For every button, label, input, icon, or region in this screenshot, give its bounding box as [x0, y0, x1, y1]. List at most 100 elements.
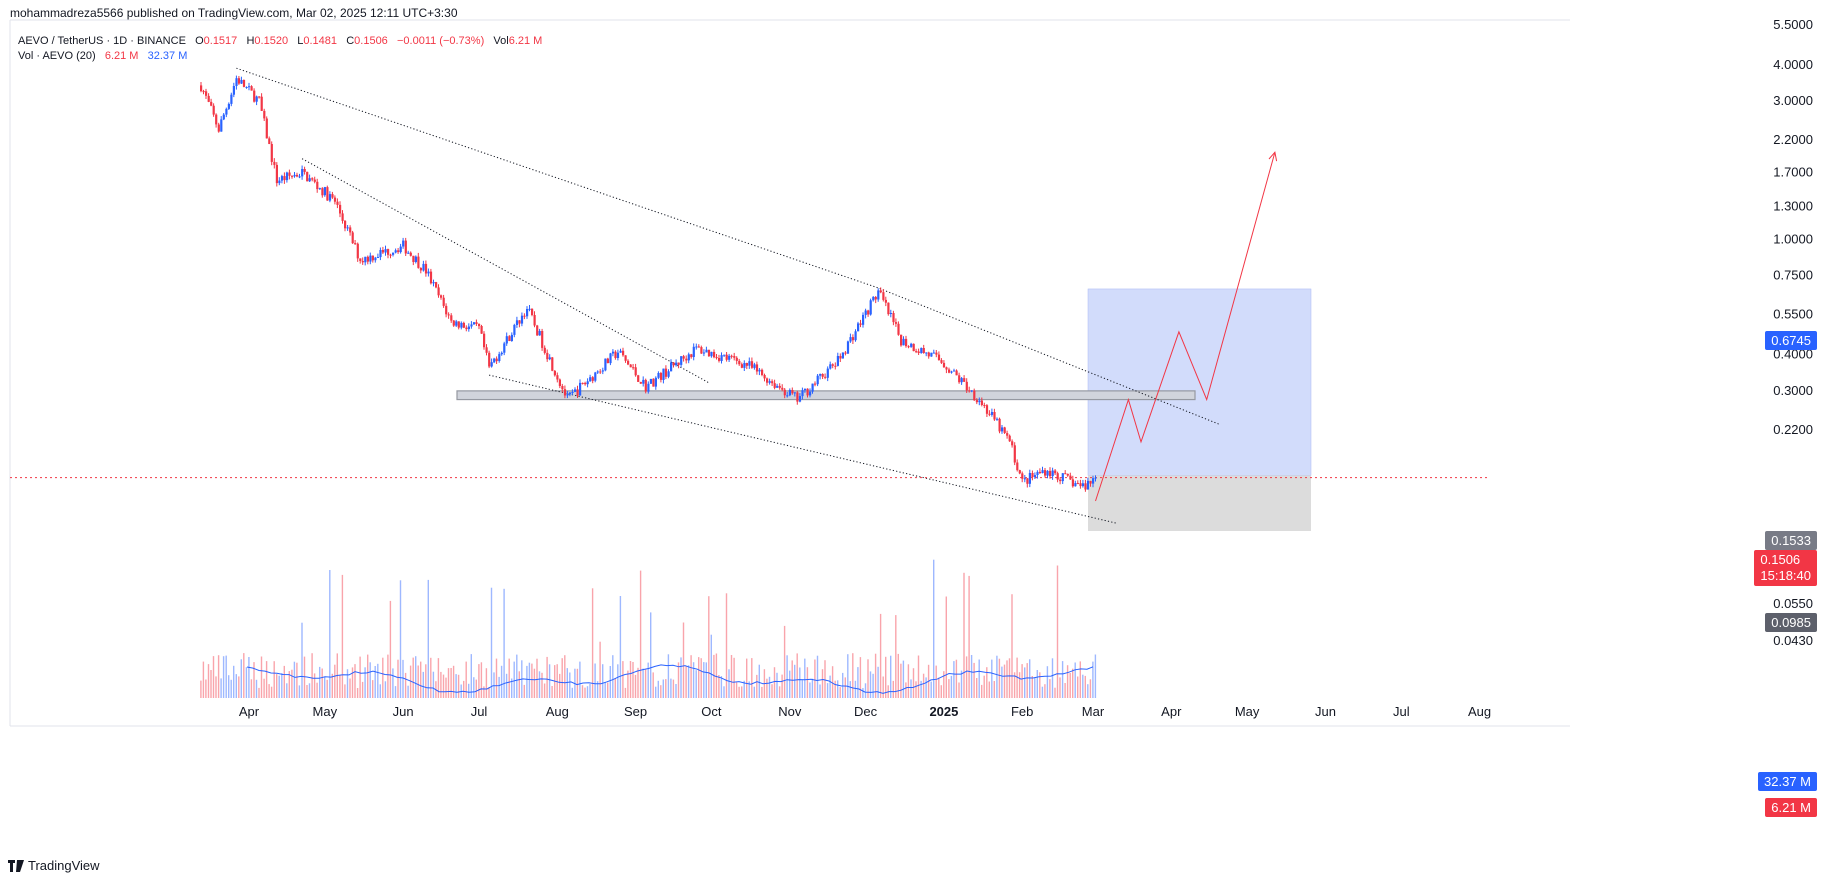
volume-bar	[609, 666, 611, 698]
time-tick-label: Apr	[239, 704, 260, 719]
volume-bar	[844, 677, 846, 698]
volume-bar	[447, 668, 450, 698]
volume-bar	[1094, 654, 1097, 698]
volume-bar	[917, 655, 920, 698]
symbol-label[interactable]: AEVO / TetherUS · 1D · BINANCE	[18, 35, 186, 47]
candle-body	[394, 250, 397, 253]
volume-bar	[442, 674, 445, 698]
volume-bar	[253, 662, 255, 698]
volume-bar	[584, 687, 586, 698]
candle-body	[854, 331, 857, 341]
candle-body	[553, 370, 556, 376]
candle-body	[783, 389, 786, 396]
volume-bar	[200, 680, 202, 698]
candle-body	[970, 390, 973, 392]
volume-bar	[978, 659, 980, 698]
volume-bar	[842, 672, 844, 698]
volume-bar	[576, 668, 579, 698]
candle-body	[680, 356, 683, 365]
volume-bar	[629, 661, 632, 698]
volume-bar	[384, 681, 387, 698]
volume-bar	[230, 679, 232, 698]
volume-indicator-label[interactable]: Vol · AEVO (20)	[18, 50, 96, 62]
volume-bar	[445, 677, 447, 698]
volume-bar	[1092, 661, 1094, 698]
projection-line	[1095, 152, 1276, 502]
tradingview-logo-icon	[8, 859, 24, 872]
volume-bar	[973, 662, 975, 698]
volume-bar	[723, 686, 725, 698]
candle-body	[1013, 445, 1016, 463]
candle-body	[937, 354, 941, 361]
candle-body	[748, 361, 751, 366]
candle-body	[498, 354, 501, 361]
candle-body	[404, 240, 407, 254]
candle-body	[381, 250, 385, 253]
volume-bar	[415, 656, 417, 698]
volume-bar	[801, 680, 803, 698]
volume-bar	[970, 655, 973, 698]
volume-bar	[212, 656, 215, 698]
candle-body	[1046, 470, 1049, 476]
price-tick-label: 0.7500	[1773, 268, 1813, 283]
candle-body	[500, 352, 503, 355]
volume-bar	[950, 675, 953, 698]
volume-bar	[778, 686, 781, 698]
position-zones	[1087, 288, 1312, 531]
candle-body	[652, 378, 655, 387]
volume-bar	[1041, 686, 1044, 698]
candle-body	[793, 392, 796, 394]
volume-bar	[852, 653, 854, 698]
candle-body	[432, 282, 435, 284]
candle-body	[568, 392, 572, 395]
volume-bar	[834, 680, 836, 698]
volume-bar	[450, 668, 452, 698]
candle-body	[649, 378, 652, 384]
candle-body	[424, 263, 428, 274]
candle-body	[278, 180, 281, 184]
volume-bar	[948, 679, 950, 698]
volume-bar	[672, 679, 675, 698]
volume-bar	[346, 669, 349, 698]
candle-body	[1011, 441, 1014, 446]
volume-bar	[546, 656, 548, 698]
candle-body	[1086, 480, 1090, 490]
volume-bar	[407, 685, 409, 698]
volume-bar	[564, 655, 566, 698]
volume-bar	[715, 653, 718, 698]
volume-bar	[819, 684, 821, 698]
volume-bar	[935, 665, 937, 698]
volume-bar	[751, 658, 753, 698]
candle-body	[776, 385, 779, 388]
volume-bar	[1008, 658, 1011, 698]
time-tick-label: Aug	[546, 704, 569, 719]
volume-bar	[687, 665, 690, 698]
candle-body	[328, 194, 332, 201]
volume-bar	[614, 678, 616, 698]
volume-bar	[382, 657, 384, 698]
candle-body	[412, 255, 415, 262]
volume-bar	[1001, 666, 1003, 698]
footer-brand[interactable]: TradingView	[8, 858, 100, 873]
price-tick-label: 1.3000	[1773, 198, 1813, 213]
candle-body	[389, 254, 392, 256]
volume-bar	[402, 659, 404, 698]
volume-bar	[240, 659, 242, 698]
volume-ma-line	[246, 664, 1094, 694]
candle-body	[558, 379, 561, 386]
volume-bar	[981, 684, 983, 698]
candle-body	[942, 362, 946, 368]
candle-body	[374, 257, 377, 261]
candle-body	[230, 94, 233, 104]
candle-body	[1023, 478, 1026, 480]
volume-bar	[622, 661, 624, 698]
candle-body	[692, 346, 695, 357]
volume-bar	[389, 600, 392, 698]
volume-bar	[632, 662, 634, 698]
candle-body	[980, 400, 983, 405]
price-tick-label: 0.0550	[1773, 596, 1813, 611]
chart-legend: AEVO / TetherUS · 1D · BINANCE O0.1517 H…	[18, 34, 542, 64]
volume-bar	[303, 656, 306, 698]
volume-bar	[963, 572, 965, 698]
